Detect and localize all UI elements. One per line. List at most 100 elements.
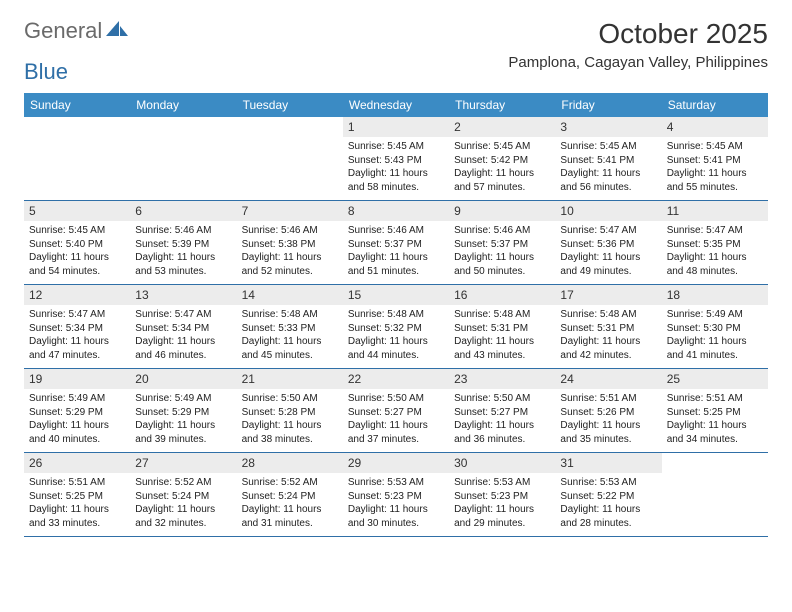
day-number: 25 — [662, 369, 768, 389]
daylight-text: Daylight: 11 hours and 36 minutes. — [454, 419, 550, 446]
daylight-text: Daylight: 11 hours and 38 minutes. — [242, 419, 338, 446]
day-number: 19 — [24, 369, 130, 389]
sunset-text: Sunset: 5:32 PM — [348, 322, 444, 336]
daylight-text: Daylight: 11 hours and 40 minutes. — [29, 419, 125, 446]
title-block: October 2025 Pamplona, Cagayan Valley, P… — [508, 18, 768, 71]
day-number: 10 — [555, 201, 661, 221]
day-cell: 20 Sunrise: 5:49 AMSunset: 5:29 PMDayligh… — [130, 369, 236, 452]
daylight-text: Daylight: 11 hours and 28 minutes. — [560, 503, 656, 530]
sunset-text: Sunset: 5:34 PM — [29, 322, 125, 336]
day-cell: 29Sunrise: 5:53 AMSunset: 5:23 PMDayligh… — [343, 453, 449, 536]
daylight-text: Daylight: 11 hours and 39 minutes. — [135, 419, 231, 446]
sunrise-text: Sunrise: 5:46 AM — [135, 224, 231, 238]
day-body: Sunrise: 5:53 AMSunset: 5:22 PMDaylight:… — [555, 473, 661, 536]
day-body: Sunrise: 5:51 AMSunset: 5:25 PMDaylight:… — [662, 389, 768, 452]
day-body: Sunrise: 5:52 AMSunset: 5:24 PMDaylight:… — [130, 473, 236, 536]
day-body: Sunrise: 5:51 AMSunset: 5:25 PMDaylight:… — [24, 473, 130, 536]
day-cell: 9Sunrise: 5:46 AMSunset: 5:37 PMDaylight… — [449, 201, 555, 284]
day-number — [662, 453, 768, 459]
sunrise-text: Sunrise: 5:48 AM — [348, 308, 444, 322]
day-body: Sunrise: 5:47 AMSunset: 5:34 PMDaylight:… — [130, 305, 236, 368]
daylight-text: Daylight: 11 hours and 51 minutes. — [348, 251, 444, 278]
daylight-text: Daylight: 11 hours and 31 minutes. — [242, 503, 338, 530]
dow-cell: Monday — [130, 93, 236, 117]
day-number: 4 — [662, 117, 768, 137]
day-number: 26 — [24, 453, 130, 473]
day-cell: 4Sunrise: 5:45 AMSunset: 5:41 PMDaylight… — [662, 117, 768, 200]
sunrise-text: Sunrise: 5:51 AM — [29, 476, 125, 490]
week-row: 19Sunrise: 5:49 AMSunset: 5:29 PMDayligh… — [24, 369, 768, 453]
sunrise-text: Sunrise: 5:49 AM — [135, 392, 231, 406]
day-number: 15 — [343, 285, 449, 305]
calendar: SundayMondayTuesdayWednesdayThursdayFrid… — [24, 93, 768, 537]
day-cell: 10Sunrise: 5:47 AMSunset: 5:36 PMDayligh… — [555, 201, 661, 284]
sunrise-text: Sunrise: 5:47 AM — [667, 224, 763, 238]
day-cell: 8Sunrise: 5:46 AMSunset: 5:37 PMDaylight… — [343, 201, 449, 284]
sunset-text: Sunset: 5:38 PM — [242, 238, 338, 252]
day-cell: 16Sunrise: 5:48 AMSunset: 5:31 PMDayligh… — [449, 285, 555, 368]
day-body: Sunrise: 5:52 AMSunset: 5:24 PMDaylight:… — [237, 473, 343, 536]
day-body: Sunrise: 5:46 AMSunset: 5:39 PMDaylight:… — [130, 221, 236, 284]
day-number: 1 — [343, 117, 449, 137]
day-number: 18 — [662, 285, 768, 305]
day-number: 20 — [130, 369, 236, 389]
day-cell — [24, 117, 130, 200]
sunrise-text: Sunrise: 5:53 AM — [454, 476, 550, 490]
day-cell: 1Sunrise: 5:45 AMSunset: 5:43 PMDaylight… — [343, 117, 449, 200]
sunrise-text: Sunrise: 5:52 AM — [135, 476, 231, 490]
dow-cell: Tuesday — [237, 93, 343, 117]
week-row: 12Sunrise: 5:47 AMSunset: 5:34 PMDayligh… — [24, 285, 768, 369]
sunrise-text: Sunrise: 5:50 AM — [242, 392, 338, 406]
sunrise-text: Sunrise: 5:45 AM — [454, 140, 550, 154]
day-number — [24, 117, 130, 123]
day-cell: 13Sunrise: 5:47 AMSunset: 5:34 PMDayligh… — [130, 285, 236, 368]
day-number: 12 — [24, 285, 130, 305]
sunrise-text: Sunrise: 5:50 AM — [348, 392, 444, 406]
day-number: 17 — [555, 285, 661, 305]
day-cell: 12Sunrise: 5:47 AMSunset: 5:34 PMDayligh… — [24, 285, 130, 368]
daylight-text: Daylight: 11 hours and 50 minutes. — [454, 251, 550, 278]
day-cell — [130, 117, 236, 200]
week-row: 1 Sunrise: 5:45 AM Sunset: 5:43 PM Daylight… — [24, 117, 768, 201]
sunrise-text: Sunrise: 5:46 AM — [348, 224, 444, 238]
daylight-text: Daylight: 11 hours and 55 minutes. — [667, 167, 763, 194]
sunset-text: Sunset: 5:41 PM — [560, 154, 656, 168]
day-body: Sunrise: 5:48 AMSunset: 5:31 PMDaylight:… — [449, 305, 555, 368]
sunrise-text: Sunrise: 5:49 AM — [667, 308, 763, 322]
day-body: Sunrise: 5:53 AMSunset: 5:23 PMDaylight:… — [449, 473, 555, 536]
sunset-text: Sunset: 5:43 PM — [348, 154, 444, 168]
daylight-text: Daylight: 11 hours and 56 minutes. — [560, 167, 656, 194]
day-body: Sunrise: 5:49 AMSunset: 5:30 PMDaylight:… — [662, 305, 768, 368]
day-number: 28 — [237, 453, 343, 473]
day-body: Sunrise: 5:45 AMSunset: 5:41 PMDaylight:… — [555, 137, 661, 200]
day-body: Sunrise: 5:46 AMSunset: 5:38 PMDaylight:… — [237, 221, 343, 284]
week-row: 26Sunrise: 5:51 AMSunset: 5:25 PMDayligh… — [24, 453, 768, 537]
sunset-text: Sunset: 5:31 PM — [454, 322, 550, 336]
day-number: 3 — [555, 117, 661, 137]
daylight-text: Daylight: 11 hours and 57 minutes. — [454, 167, 550, 194]
day-body: Sunrise: 5:47 AMSunset: 5:35 PMDaylight:… — [662, 221, 768, 284]
daylight-text: Daylight: 11 hours and 46 minutes. — [135, 335, 231, 362]
sunset-text: Sunset: 5:27 PM — [454, 406, 550, 420]
day-body: Sunrise: 5:50 AMSunset: 5:28 PMDaylight:… — [237, 389, 343, 452]
day-number: 5 — [24, 201, 130, 221]
day-body: Sunrise: 5:48 AMSunset: 5:32 PMDaylight:… — [343, 305, 449, 368]
logo-text-general: General — [24, 18, 102, 44]
day-cell: 3Sunrise: 5:45 AMSunset: 5:41 PMDaylight… — [555, 117, 661, 200]
day-number: 13 — [130, 285, 236, 305]
sunset-text: Sunset: 5:23 PM — [348, 490, 444, 504]
day-number: 31 — [555, 453, 661, 473]
sunrise-text: Sunrise: 5:48 AM — [242, 308, 338, 322]
sunrise-text: Sunrise: 5:53 AM — [560, 476, 656, 490]
sunset-text: Sunset: 5:29 PM — [135, 406, 231, 420]
sunrise-text: Sunrise: 5:53 AM — [348, 476, 444, 490]
sunset-text: Sunset: 5:34 PM — [135, 322, 231, 336]
day-body: Sunrise: 5:50 AMSunset: 5:27 PMDaylight:… — [343, 389, 449, 452]
day-body: Sunrise: 5:48 AMSunset: 5:33 PMDaylight:… — [237, 305, 343, 368]
sunset-text: Sunset: 5:28 PM — [242, 406, 338, 420]
sunset-text: Sunset: 5:25 PM — [29, 490, 125, 504]
day-number: 24 — [555, 369, 661, 389]
day-body: Sunrise: 5:51 AMSunset: 5:26 PMDaylight:… — [555, 389, 661, 452]
sunrise-text: Sunrise: 5:51 AM — [667, 392, 763, 406]
sunset-text: Sunset: 5:24 PM — [135, 490, 231, 504]
